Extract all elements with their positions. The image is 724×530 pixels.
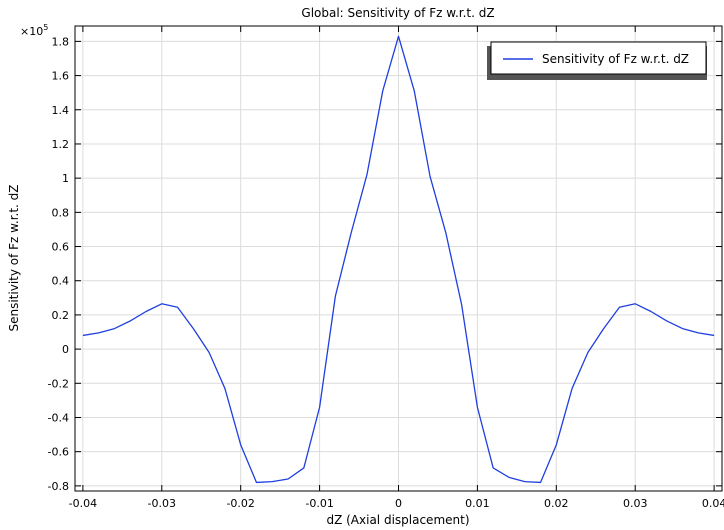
y-axis: -0.8 -0.6 -0.4 -0.2 0 0.2 0.4 0.6 0.8 1 1.2 1.4 1.6 1… [48, 35, 722, 493]
y-tick-label: -0.8 [48, 480, 69, 493]
x-tick-label: 0.02 [544, 497, 569, 510]
y-axis-title: Sensitivity of Fz w.r.t. dZ [7, 184, 21, 331]
series-layer [82, 35, 715, 484]
y-tick-label: -0.2 [48, 377, 69, 390]
x-tick-label: -0.04 [69, 497, 97, 510]
y-tick-label: 1.6 [52, 70, 70, 83]
x-axis-title: dZ (Axial displacement) [326, 513, 469, 527]
x-tick-label: 0.01 [465, 497, 490, 510]
y-tick-label: 1.2 [52, 138, 70, 151]
legend: Sensitivity of Fz w.r.t. dZ [487, 41, 707, 80]
y-tick-label: 0.6 [52, 241, 70, 254]
series-line [82, 35, 715, 484]
chart-title: Global: Sensitivity of Fz w.r.t. dZ [301, 6, 494, 20]
y-tick-label: 1 [62, 172, 69, 185]
y-tick-label: -0.6 [48, 446, 69, 459]
x-tick-label: -0.02 [226, 497, 254, 510]
x-tick-label: 0.03 [623, 497, 648, 510]
y-tick-label: 0 [62, 343, 69, 356]
x-tick-label: 0.04 [702, 497, 724, 510]
legend-label: Sensitivity of Fz w.r.t. dZ [542, 52, 689, 66]
y-multiplier-exponent: 5 [43, 23, 48, 32]
svg-text:×105: ×105 [20, 23, 48, 38]
y-tick-label: 0.2 [52, 309, 70, 322]
x-axis: -0.04 -0.03 -0.02 -0.01 0 0.01 0.02 0.03 0.04 [69, 26, 724, 510]
y-tick-label: 0.8 [52, 206, 70, 219]
x-tick-label: -0.01 [305, 497, 333, 510]
legend-box [490, 41, 707, 75]
y-tick-label: -0.4 [48, 411, 69, 424]
x-tick-label: -0.03 [148, 497, 176, 510]
y-multiplier-base: ×10 [20, 25, 43, 38]
y-tick-label: 1.4 [52, 104, 70, 117]
y-tick-label: 0.4 [52, 275, 70, 288]
y-tick-label: 1.8 [52, 35, 70, 48]
grid-lines [75, 26, 722, 491]
x-tick-label: 0 [395, 497, 402, 510]
y-multiplier: ×105 [20, 23, 48, 38]
